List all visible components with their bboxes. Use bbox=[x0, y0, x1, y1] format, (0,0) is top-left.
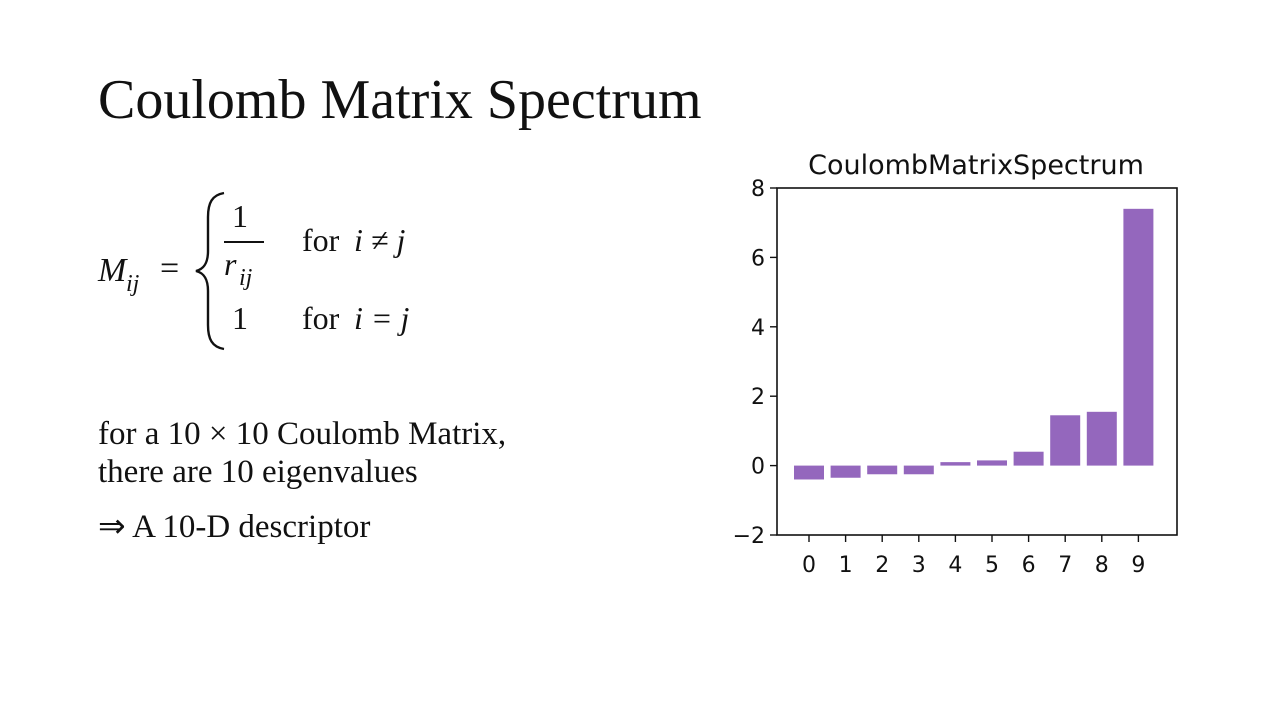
x-tick-label: 8 bbox=[1095, 553, 1109, 578]
formula-case2-value: 1 bbox=[232, 300, 248, 336]
slide-title: Coulomb Matrix Spectrum bbox=[98, 69, 702, 131]
y-tick-label: −2 bbox=[733, 524, 765, 549]
x-tick-label: 5 bbox=[985, 553, 999, 578]
y-axis: −2 0 2 4 6 8 bbox=[733, 177, 777, 549]
bar-1 bbox=[830, 465, 861, 478]
formula-case2-condition: i = j bbox=[354, 300, 409, 336]
formula-case2-word: for bbox=[302, 300, 340, 336]
formula-fraction-numerator: 1 bbox=[232, 198, 248, 234]
eigenvalue-count-text-line-1: for a 10 × 10 Coulomb Matrix, bbox=[98, 416, 507, 452]
bar-7 bbox=[1050, 415, 1081, 466]
eigenvalue-count-text-line-2: there are 10 eigenvalues bbox=[98, 454, 418, 490]
formula-lhs-main: M bbox=[97, 252, 128, 289]
plot-frame bbox=[776, 187, 1178, 536]
bar-series bbox=[794, 208, 1154, 480]
x-tick-label: 3 bbox=[912, 553, 926, 578]
bar-5 bbox=[977, 460, 1007, 466]
bar-3 bbox=[903, 465, 934, 475]
chart-title: CoulombMatrixSpectrum bbox=[808, 150, 1144, 181]
bar-2 bbox=[867, 465, 898, 475]
bar-6 bbox=[1013, 451, 1044, 466]
y-tick-label: 2 bbox=[751, 385, 765, 410]
formula-fraction-denominator: r bbox=[224, 246, 237, 282]
formula-equals: = bbox=[160, 250, 179, 287]
formula-case1-word: for bbox=[302, 222, 340, 258]
coulomb-matrix-formula: M ij = 1 r ij for i ≠ j 1 for i = j bbox=[97, 191, 409, 351]
x-tick-label: 7 bbox=[1058, 553, 1072, 578]
formula-brace bbox=[195, 191, 225, 351]
formula-lhs-sub: ij bbox=[126, 271, 140, 297]
descriptor-conclusion-text: ⇒ A 10-D descriptor bbox=[98, 509, 371, 545]
bar-0 bbox=[794, 465, 824, 480]
bar-8 bbox=[1086, 411, 1117, 466]
bar-9 bbox=[1123, 208, 1154, 466]
y-tick-label: 8 bbox=[751, 177, 765, 202]
x-tick-label: 1 bbox=[839, 553, 853, 578]
bar-4 bbox=[940, 462, 971, 466]
x-tick-label: 2 bbox=[875, 553, 889, 578]
x-tick-label: 0 bbox=[802, 553, 816, 578]
y-tick-label: 0 bbox=[751, 455, 765, 480]
x-tick-label: 6 bbox=[1022, 553, 1036, 578]
x-tick-label: 4 bbox=[948, 553, 962, 578]
y-tick-label: 6 bbox=[751, 246, 765, 271]
formula-fraction-denominator-sub: ij bbox=[239, 265, 253, 291]
formula-case1-condition: i ≠ j bbox=[354, 222, 405, 258]
x-tick-label: 9 bbox=[1131, 553, 1145, 578]
y-tick-label: 4 bbox=[751, 316, 765, 341]
